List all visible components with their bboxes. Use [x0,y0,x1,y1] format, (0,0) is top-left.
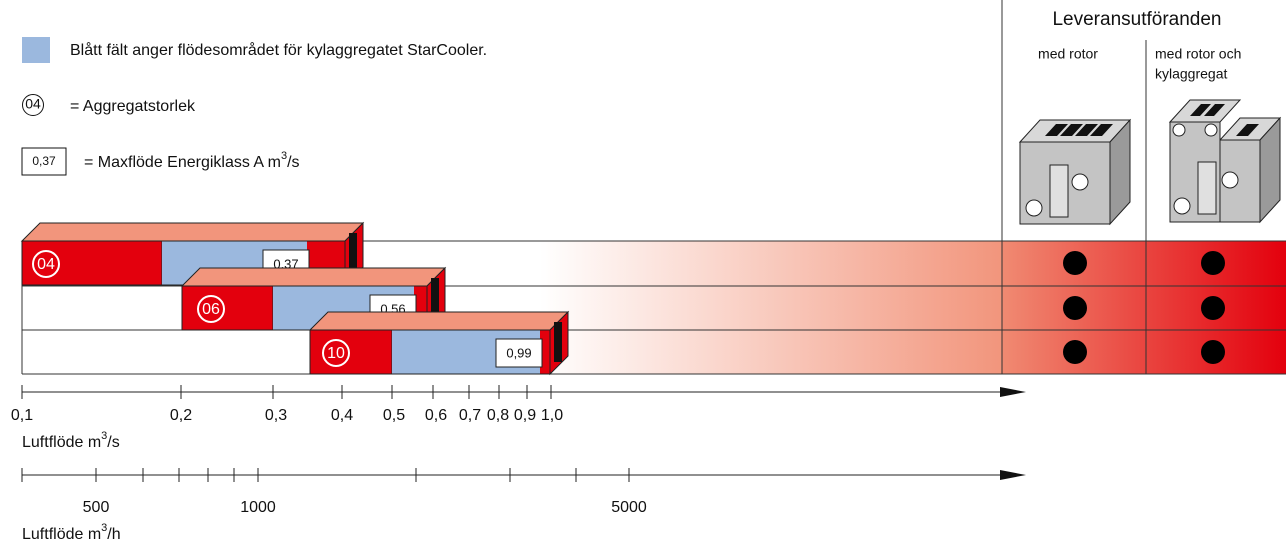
bar-top [310,312,568,330]
unit-size: 04 [37,256,55,273]
column-header: med rotor [1038,46,1098,62]
bar-end-hole [554,322,562,362]
tick-label: 0,5 [383,407,405,424]
legend-text: = Maxflöde Energiklass A m3/s [84,150,300,171]
dot [1201,296,1225,320]
axis-label: Luftflöde m3/h [22,522,121,543]
tick-label: 5000 [611,499,647,516]
legend-text: Blått fält anger flödesområdet för kylag… [70,41,487,59]
size-symbol: 04 [25,96,41,112]
unit-icons [1020,100,1280,224]
bar-end-hole [349,233,357,273]
max-flow: 0,99 [506,345,531,360]
tick-label: 0,2 [170,407,192,424]
legend-text: = Aggregatstorlek [70,98,196,115]
axis-label-suffix: /h [107,526,120,543]
tick-label: 0,8 [487,407,509,424]
tick-label: 1000 [240,499,276,516]
bar-red [182,286,273,330]
tick-label: 0,4 [331,407,353,424]
axis-label-suffix: /s [107,434,119,451]
tick-label: 0,3 [265,407,287,424]
tick-label: 0,7 [459,407,481,424]
bar-top [22,223,363,241]
axis-arrow [1000,470,1026,480]
tick-label: 1,0 [541,407,563,424]
column-header: med rotor och [1155,46,1241,62]
bar-top [182,268,445,286]
flow-symbol: 0,37 [32,154,56,168]
dot [1201,251,1225,275]
tick-label: 0,6 [425,407,447,424]
axis-label-text: Luftflöde m [22,526,101,543]
column-header: kylaggregat [1155,66,1227,82]
unit-size: 06 [202,301,220,318]
dot [1063,340,1087,364]
unit-size: 10 [327,345,345,362]
dot [1201,340,1225,364]
axis-label: Luftflöde m3/s [22,430,120,451]
tick-label: 0,9 [514,407,536,424]
legend: Blått fält anger flödesområdet för kylag… [22,37,487,175]
axis-arrow [1000,387,1026,397]
axis-label-text: Luftflöde m [22,434,101,451]
delivery-title: Leveransutföranden [1052,9,1221,30]
tick-label: 0,1 [11,407,33,424]
diagram: Blått fält anger flödesområdet för kylag… [0,0,1286,544]
dot [1063,251,1087,275]
tick-label: 500 [83,499,110,516]
dot [1063,296,1087,320]
